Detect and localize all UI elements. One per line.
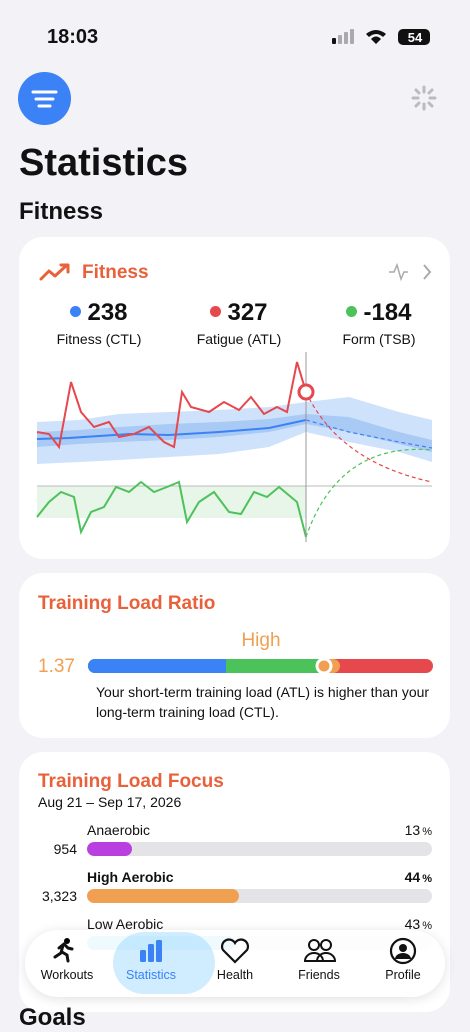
tab-icon [303, 939, 336, 962]
ratio-bar [88, 658, 433, 674]
tab-label: Statistics [125, 968, 176, 982]
tab-label: Health [216, 968, 254, 982]
focus-load: 3,323 [41, 888, 77, 904]
loading-spinner [411, 85, 437, 111]
section-title: Fitness [19, 198, 104, 225]
fitness-card[interactable]: Fitness 238 Fitness (CTL) 327 Fatigue (ATL)… [19, 237, 450, 559]
percent-unit: % [422, 826, 432, 838]
metric-value: -184 [309, 299, 449, 327]
section-title: Goals [19, 1004, 86, 1031]
metric-label: Fitness (CTL) [56, 331, 142, 347]
tab-icon [389, 937, 417, 965]
tab-icon [140, 940, 162, 962]
tab[interactable]: Profile [361, 930, 445, 982]
trend-icon [39, 263, 70, 281]
tab-label: Friends [298, 968, 340, 982]
tab-label: Workouts [40, 968, 94, 982]
focus-name: Low Aerobic [87, 916, 164, 932]
tab[interactable]: Friends [277, 930, 361, 982]
focus-bar [87, 889, 239, 903]
focus-percent: 44% [405, 869, 432, 885]
bar-track [87, 842, 432, 856]
battery-level: 54 [407, 30, 423, 45]
form-area [37, 486, 306, 518]
focus-bar [87, 842, 132, 856]
focus-name: High Aerobic [87, 869, 174, 885]
focus-percent: 13% [405, 822, 432, 838]
percent-value: 13 [404, 822, 421, 838]
metric-value: 327 [169, 299, 309, 327]
current-marker [297, 383, 315, 401]
tab[interactable]: Statistics [109, 930, 193, 982]
tab-icon [53, 938, 74, 963]
card-title: Training Load Focus [38, 771, 224, 792]
metric: 238 Fitness (CTL) [29, 299, 169, 347]
metric-label: Form (TSB) [342, 331, 416, 347]
ratio-card[interactable]: Training Load Ratio High 1.37 Your short… [19, 573, 450, 738]
tab-bar: Workouts Statistics Health Friends Profile [25, 930, 445, 997]
menu-button[interactable] [18, 72, 71, 125]
focus-row: Anaerobic 13% 954 [19, 822, 450, 872]
metric: -184 Form (TSB) [309, 299, 449, 347]
active-tab-bg [113, 932, 215, 994]
tab-label: Profile [385, 968, 421, 982]
card-title: Training Load Ratio [38, 593, 216, 614]
tab-icon [220, 938, 250, 964]
tab[interactable]: Health [193, 930, 277, 982]
focus-row: High Aerobic 44% 3,323 [19, 869, 450, 919]
percent-unit: % [422, 873, 432, 885]
metric-dot [210, 306, 222, 317]
metric-dot [346, 306, 358, 317]
metric: 327 Fatigue (ATL) [169, 299, 309, 347]
menu-icon [31, 90, 58, 108]
metric-number: 327 [227, 299, 268, 326]
bar-track [87, 889, 432, 903]
percent-value: 43 [404, 916, 421, 932]
metric-number: 238 [87, 299, 128, 326]
ratio-value: 1.37 [38, 656, 75, 677]
card-actions [389, 262, 432, 282]
metric-dot [70, 306, 82, 317]
ratio-description: Your short-term training load (ATL) is h… [96, 684, 430, 720]
fitness-chart [36, 352, 433, 542]
tab[interactable]: Workouts [25, 930, 109, 982]
metric-value: 238 [29, 299, 169, 327]
card-title: Fitness [82, 262, 149, 283]
metric-number: -184 [363, 299, 412, 326]
focus-name: Anaerobic [87, 822, 151, 838]
date-range: Aug 21 – Sep 17, 2026 [38, 794, 182, 810]
focus-percent: 43% [405, 916, 432, 932]
status-icons [332, 29, 430, 45]
metric-label: Fatigue (ATL) [196, 331, 282, 347]
focus-load: 954 [53, 841, 77, 857]
ratio-level: High [241, 630, 281, 651]
status-time: 18:03 [47, 26, 99, 48]
page-title: Statistics [19, 142, 188, 184]
percent-value: 44 [404, 869, 421, 885]
percent-unit: % [422, 920, 432, 932]
